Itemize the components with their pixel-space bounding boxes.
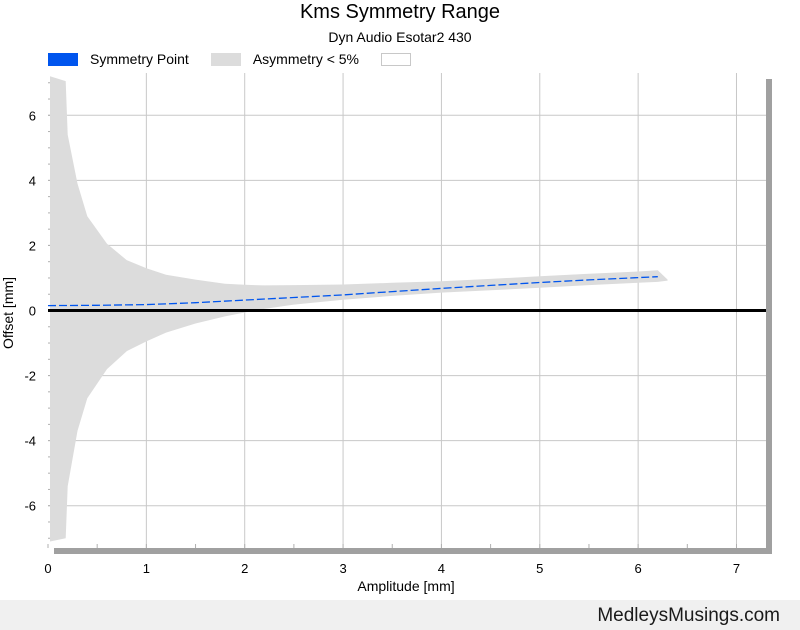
x-tick-label: 2 [241, 561, 248, 576]
y-tick-label: -4 [24, 434, 36, 449]
y-tick-label: -6 [24, 499, 36, 514]
footer-text: MedleysMusings.com [597, 605, 780, 626]
x-tick-label: 0 [44, 561, 51, 576]
x-tick-label: 7 [733, 561, 740, 576]
y-tick-label: 2 [29, 238, 36, 253]
y-tick-label: 6 [29, 108, 36, 123]
footer: MedleysMusings.com [0, 600, 800, 630]
legend: Symmetry Point Asymmetry < 5% [48, 49, 445, 69]
legend-item-symmetry-point: Symmetry Point [48, 51, 189, 67]
legend-item-blank [381, 52, 423, 66]
legend-item-asymmetry: Asymmetry < 5% [210, 51, 360, 67]
chart-subtitle: Dyn Audio Esotar2 430 [328, 29, 472, 45]
x-tick-label: 6 [635, 561, 642, 576]
x-tick-label: 5 [536, 561, 543, 576]
plot-area: 0 1 2 3 4 5 6 7 6 4 2 0 -2 -4 -6 Amplitude [mm] Offset [… [0, 73, 772, 594]
chart-title: Kms Symmetry Range [299, 1, 501, 23]
y-tick-label: 4 [29, 173, 36, 188]
x-tick-label: 4 [438, 561, 445, 576]
symmetry-point-line [47, 276, 658, 307]
x-tick-label: 1 [143, 561, 150, 576]
x-axis-label: Amplitude [mm] [357, 578, 454, 594]
legend-label-symmetry-point: Symmetry Point [90, 51, 189, 67]
x-tick-label: 3 [339, 561, 346, 576]
legend-swatch-asymmetry [210, 52, 241, 66]
legend-swatch-symmetry-point [48, 52, 78, 66]
asymmetry-band [50, 76, 668, 542]
y-tick-label: 0 [29, 304, 36, 319]
legend-label-asymmetry: Asymmetry < 5% [252, 51, 360, 67]
y-tick-label: -2 [24, 369, 36, 384]
y-axis-label: Offset [mm] [0, 277, 16, 349]
legend-swatch-blank [381, 52, 412, 66]
